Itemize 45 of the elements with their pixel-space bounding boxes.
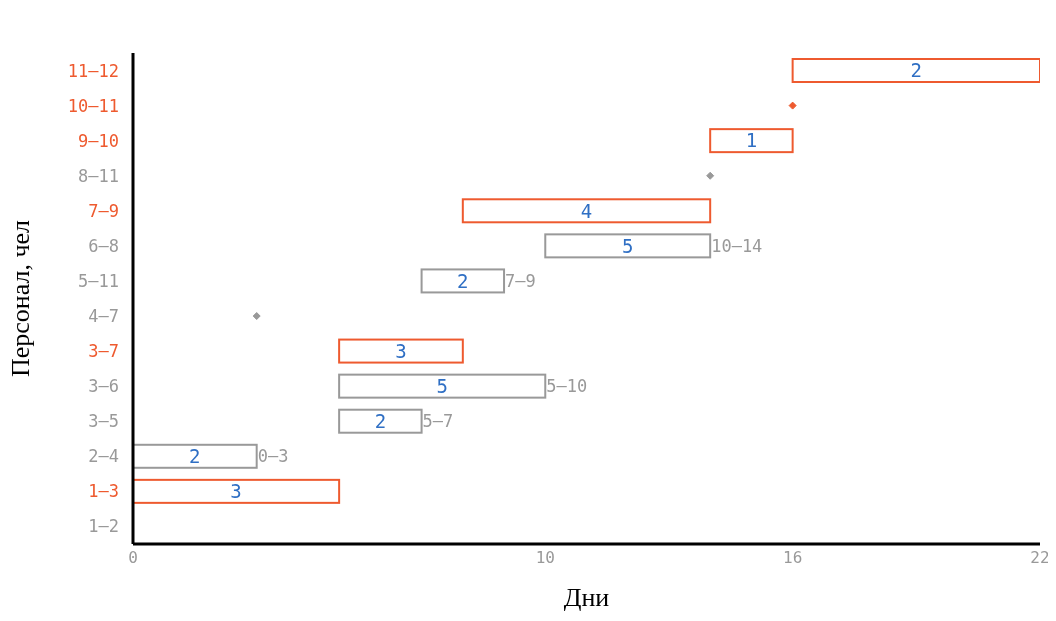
annotation: 10–14 (711, 235, 763, 256)
bar (338, 338, 464, 364)
bar (791, 58, 1040, 83)
annotation: 3 (230, 480, 242, 503)
annotation: 0–3 (257, 446, 289, 467)
annotation: 4 (580, 199, 593, 222)
annotation: 1 (745, 129, 758, 152)
y-tick-label: 7–9 (88, 200, 119, 221)
y-tick-label: 1–2 (88, 516, 119, 537)
bar (420, 268, 506, 294)
bar (133, 443, 258, 469)
annotation: 5–10 (546, 376, 588, 397)
x-tick-label: 16 (783, 548, 803, 568)
y-axis-title: Персонал, чел (6, 219, 36, 378)
y-tick-label: 1–3 (88, 481, 119, 502)
y-tick-label: 6–8 (88, 235, 119, 256)
annotation: 2 (457, 269, 469, 292)
annotation: 7–9 (505, 271, 536, 291)
y-tick-label: 4–7 (88, 306, 119, 327)
annotation: 3 (395, 339, 407, 362)
bar (544, 233, 712, 259)
y-tick-label: 3–7 (88, 341, 119, 362)
y-tick-label: 3–5 (88, 411, 119, 432)
bar (338, 408, 423, 434)
bar (338, 373, 547, 399)
y-tick-label: 3–6 (88, 376, 119, 397)
bar (709, 128, 794, 154)
x-axis-title: Дни (563, 583, 610, 612)
annotation: 5–7 (422, 411, 454, 432)
y-tick-label: 5–11 (78, 270, 119, 291)
x-tick-label: 22 (1030, 548, 1050, 568)
annotation: 2 (910, 59, 923, 82)
x-tick-label: 0 (128, 548, 138, 568)
annotation: 2 (374, 409, 387, 432)
y-tick-label: 9–10 (78, 130, 119, 151)
y-tick-label: 8–11 (78, 165, 119, 186)
bar (461, 198, 712, 224)
y-tick-label: 11–12 (67, 60, 119, 81)
y-tick-label: 2–4 (88, 446, 119, 467)
y-tick-label: 10–11 (67, 95, 119, 116)
annotation: 2 (189, 445, 201, 468)
x-tick-label: 10 (535, 548, 555, 568)
annotation: 5 (436, 374, 448, 397)
bar (133, 478, 341, 504)
annotation: 5 (622, 234, 634, 257)
